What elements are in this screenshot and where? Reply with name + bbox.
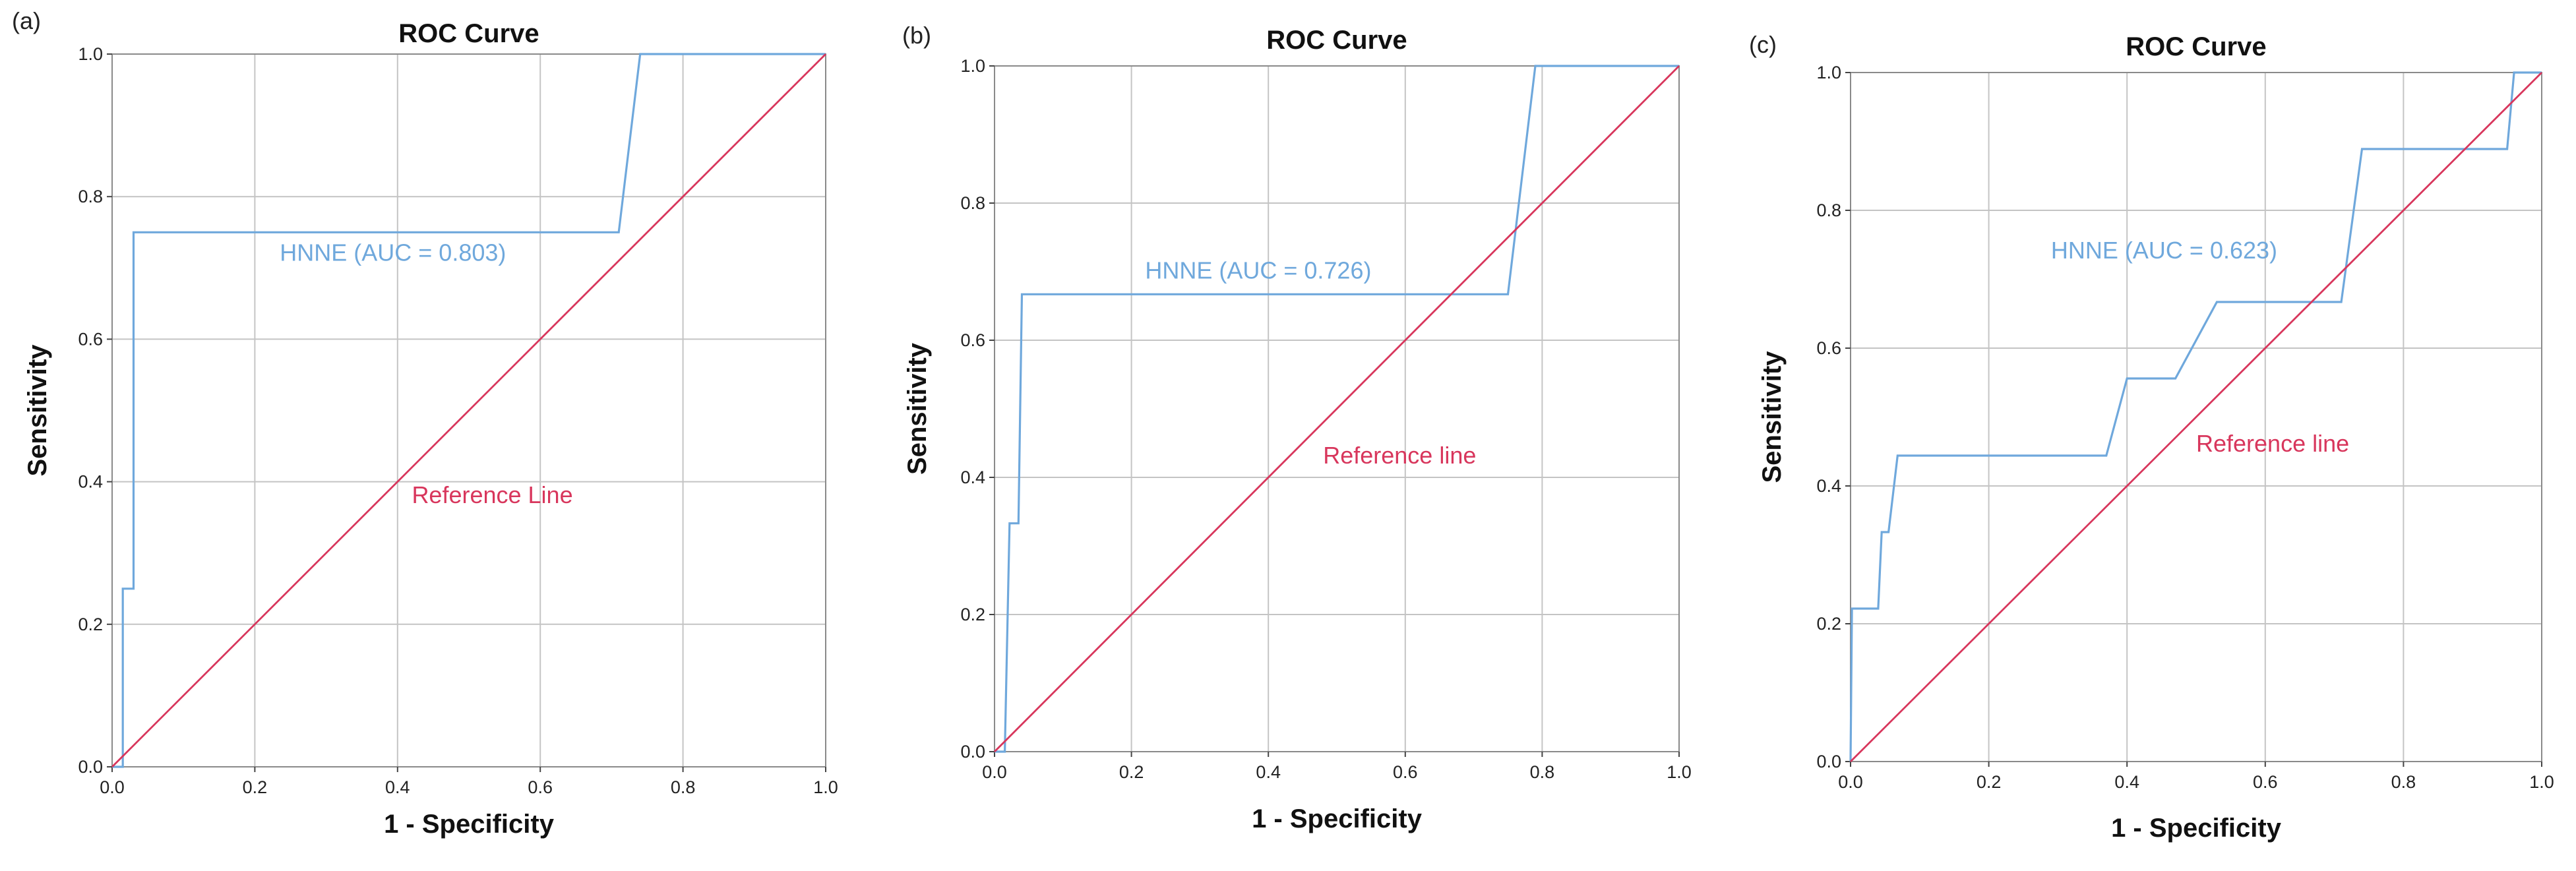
x-tick-label: 0.6: [2253, 772, 2278, 792]
roc-panel-3: (c) 0.0 0.2 0.4 0.6 0.8 1.0 0.0 0.2 0.4 0.6 0.8 1.0 H…: [1749, 31, 2554, 843]
x-tick-label: 0.2: [1119, 762, 1144, 782]
reference-line: [994, 65, 1680, 752]
x-tick-label: 0.0: [982, 762, 1007, 782]
y-tick-label: 0.0: [960, 742, 985, 762]
chart-title: ROC Curve: [2126, 32, 2266, 61]
x-axis-label: 1 - Specificity: [2111, 814, 2282, 843]
y-tick-label: 1.0: [78, 44, 103, 64]
x-tick-label: 0.6: [1393, 762, 1418, 782]
roc-curve-annotation: HNNE (AUC = 0.623): [2051, 237, 2277, 264]
reference-line-annotation: Reference line: [2196, 430, 2349, 457]
y-tick-label: 0.6: [1816, 338, 1841, 358]
x-tick-label: 1.0: [813, 777, 838, 797]
x-tick-label: 0.0: [1838, 772, 1863, 792]
roc-panel-2: (b) 0.0 0.2 0.4 0.6 0.8 1.0 0.0 0.2 0.4 0.6 0.8 1.0 H…: [902, 22, 1692, 833]
roc-curve-line: [112, 53, 826, 768]
y-tick-label: 0.4: [78, 472, 103, 492]
x-tick-label: 0.0: [100, 777, 125, 797]
reference-line-annotation: Reference line: [1323, 442, 1476, 469]
reference-line: [111, 53, 826, 767]
y-tick-label: 0.8: [1816, 200, 1841, 220]
plot-frame: [1850, 72, 2542, 762]
x-tick-label: 0.2: [1977, 772, 2002, 792]
y-tick-label: 0.4: [1816, 476, 1841, 496]
roc-curve-annotation: HNNE (AUC = 0.803): [280, 239, 506, 266]
panel-label: (c): [1749, 31, 1777, 58]
x-tick-label: 0.8: [671, 777, 696, 797]
x-tick-label: 0.8: [2391, 772, 2416, 792]
y-tick-label: 0.8: [960, 193, 985, 213]
panel-label: (b): [902, 22, 931, 49]
y-tick-label: 0.2: [960, 605, 985, 624]
panel-label: (a): [12, 7, 41, 34]
plot-frame: [111, 53, 826, 767]
chart-title: ROC Curve: [398, 19, 539, 48]
y-tick-label: 1.0: [960, 56, 985, 76]
x-tick-label: 0.4: [2114, 772, 2139, 792]
y-axis-label: Sensitivity: [23, 344, 52, 477]
x-axis-label: 1 - Specificity: [1252, 804, 1423, 833]
roc-curve-line: [995, 65, 1679, 753]
y-tick-label: 0.6: [960, 330, 985, 350]
y-axis-label: Sensitivity: [1758, 351, 1787, 483]
y-tick-label: 0.4: [960, 467, 985, 487]
x-tick-label: 0.4: [385, 777, 410, 797]
reference-line: [1850, 72, 2542, 762]
roc-curve-annotation: HNNE (AUC = 0.726): [1145, 256, 1371, 284]
x-tick-label: 1.0: [1667, 762, 1692, 782]
y-tick-label: 0.0: [78, 757, 103, 777]
x-tick-label: 0.4: [1256, 762, 1281, 782]
plot-frame: [994, 65, 1680, 752]
y-tick-label: 0.6: [78, 329, 103, 349]
y-axis-label: Sensitivity: [903, 342, 932, 475]
y-tick-label: 0.8: [78, 187, 103, 206]
y-tick-label: 1.0: [1816, 63, 1841, 82]
y-tick-label: 0.2: [1816, 614, 1841, 634]
reference-line-annotation: Reference Line: [412, 481, 572, 508]
y-tick-label: 0.2: [78, 615, 103, 634]
x-tick-label: 1.0: [2529, 772, 2554, 792]
x-tick-label: 0.8: [1530, 762, 1555, 782]
roc-curve-line: [1849, 71, 2542, 762]
chart-title: ROC Curve: [1266, 26, 1407, 55]
x-tick-label: 0.2: [243, 777, 268, 797]
roc-panel-1: (a) 0.0 0.2 0.4 0.6 0.8 1.0 0.0 0.2 0.4 0.6 0.8 1.0 H…: [12, 7, 838, 839]
y-tick-label: 0.0: [1816, 752, 1841, 771]
x-axis-label: 1 - Specificity: [384, 810, 555, 839]
x-tick-label: 0.6: [528, 777, 553, 797]
